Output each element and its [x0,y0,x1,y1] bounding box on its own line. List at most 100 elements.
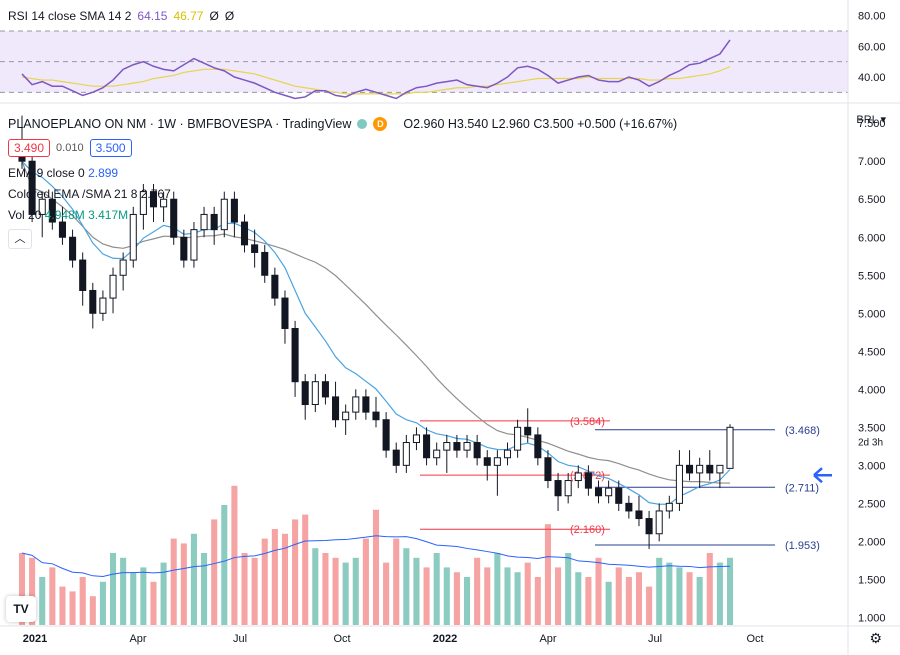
bid-button[interactable]: 3.490 [8,139,51,157]
candle-body[interactable] [584,472,592,489]
candle-body[interactable] [473,442,481,459]
candle-body[interactable] [554,480,562,497]
candle-body[interactable] [544,457,552,482]
candle-body[interactable] [342,411,350,421]
rsi-extra-2: Ø [224,9,235,23]
volume-bar [49,567,56,625]
candle-body[interactable] [271,274,279,299]
candle-body[interactable] [726,426,734,469]
candle-body[interactable] [38,198,46,215]
candle-body[interactable] [48,198,56,223]
candle-body[interactable] [251,244,259,253]
candle-body[interactable] [645,518,653,535]
volume-ma-line [21,535,731,577]
candle-body[interactable] [483,457,491,466]
candle-body[interactable] [696,464,704,474]
candle-body[interactable] [402,442,410,466]
gear-icon[interactable]: ⚙ [869,630,882,646]
candle-body[interactable] [675,464,683,504]
candle-body[interactable] [28,160,36,215]
candle-body[interactable] [574,472,582,482]
candle-body[interactable] [665,502,673,512]
candle-body[interactable] [514,426,522,451]
candle-body[interactable] [362,396,370,413]
candle-body[interactable] [635,510,643,520]
candle-body[interactable] [534,434,542,459]
candle-body[interactable] [332,396,340,421]
symbol-title[interactable]: PLANOEPLANO ON NM · 1W · BMFBOVESPA · Tr… [8,117,352,131]
candle-body[interactable] [99,297,107,314]
candle-body[interactable] [79,259,87,291]
candle-body[interactable] [706,464,714,474]
candle-body[interactable] [311,381,319,406]
candle-body[interactable] [615,487,623,504]
candle-body[interactable] [433,449,441,459]
price-tag-bg [850,418,896,437]
candle-body[interactable] [230,198,238,223]
candle-body[interactable] [503,449,512,459]
candle-body[interactable] [170,198,178,238]
sma-line [21,161,730,484]
candle-body[interactable] [564,480,572,497]
candle-body[interactable] [493,457,501,466]
volume-bar [474,557,481,625]
tradingview-logo-icon[interactable]: TV [6,596,36,622]
ema-indicator[interactable]: EMA 9 close 0 2.899 [8,166,118,180]
rsi-sma-line [21,66,731,95]
candle-body[interactable] [412,434,420,444]
candle-body[interactable] [423,434,431,459]
candle-body[interactable] [109,274,117,299]
candle-body[interactable] [240,221,249,246]
collapse-legend-button[interactable]: ︿ [8,229,32,249]
colored-ema-indicator[interactable]: Colored EMA /SMA 21 8 2.767 [8,187,171,201]
price-axis-label: 6.500 [858,194,886,206]
candle-body[interactable] [160,198,168,208]
volume-bar [271,529,278,625]
candle-body[interactable] [655,510,663,535]
candle-body[interactable] [392,449,400,466]
volume-bar [686,572,693,625]
candle-body[interactable] [220,198,228,231]
candle-body[interactable] [382,419,390,451]
candle-body[interactable] [524,426,532,436]
ask-button[interactable]: 3.500 [89,139,132,157]
candle-body[interactable] [352,396,360,413]
candle-body[interactable] [716,464,724,474]
volume-bar [666,562,673,625]
candle-body[interactable] [129,213,137,261]
candle-body[interactable] [372,411,380,421]
candle-body[interactable] [210,213,218,231]
volume-bar [18,553,26,625]
candle-body[interactable] [261,251,269,276]
candle-body[interactable] [291,327,299,383]
candle-body[interactable] [301,381,309,406]
volume-bar [625,577,632,625]
candle-body[interactable] [463,442,471,451]
candle-body[interactable] [594,487,603,497]
candle-body[interactable] [190,229,198,261]
candle-body[interactable] [139,191,147,215]
candle-body[interactable] [180,236,188,261]
candle-body[interactable] [89,289,97,314]
volume-bar [524,562,531,625]
candle-body[interactable] [281,297,289,329]
candle-body[interactable] [119,259,127,276]
volume-bar [352,557,359,625]
candle-body[interactable] [200,213,208,231]
candle-body[interactable] [321,381,329,398]
volume-indicator[interactable]: Vol 20 4.948M 3.417M [8,208,128,222]
candle-body[interactable] [605,487,613,497]
volume-bar [716,562,723,625]
candle-body[interactable] [453,442,461,451]
candle-body[interactable] [149,191,158,208]
volume-bar [726,557,734,625]
candle-body[interactable] [625,502,633,512]
volume-bar [251,557,258,625]
candle-body[interactable] [686,464,694,474]
candle-body[interactable] [58,221,66,238]
candle-body[interactable] [69,236,77,261]
candle-body[interactable] [443,442,451,451]
dividend-badge[interactable]: D [373,117,388,131]
currency-selector[interactable]: BRL ▾ [856,114,886,126]
